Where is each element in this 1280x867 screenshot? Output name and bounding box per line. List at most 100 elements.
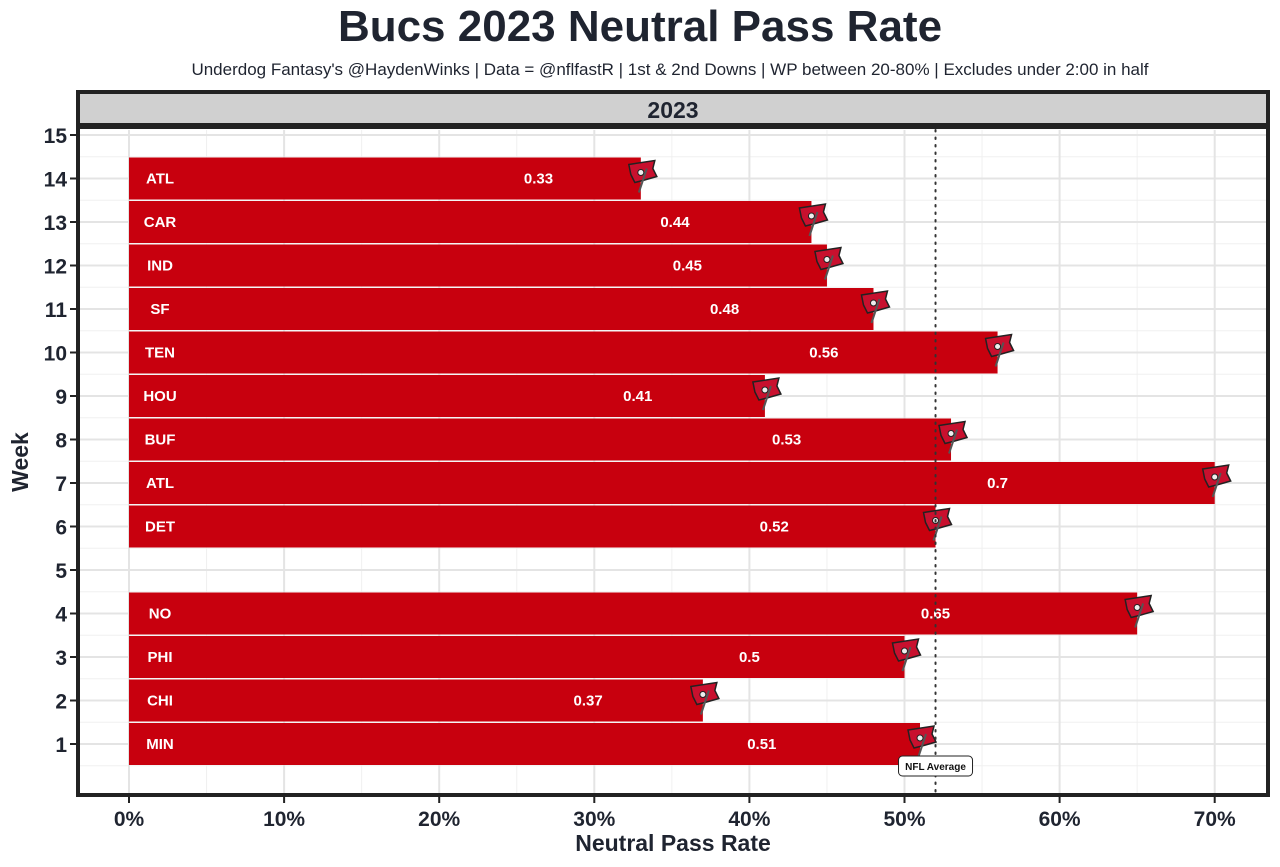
flag-skull <box>947 430 955 437</box>
bar-value-label: 0.7 <box>987 475 1008 492</box>
bar <box>129 679 703 722</box>
buccaneers-flag-icon <box>627 159 658 193</box>
y-tick-label: 4 <box>55 604 67 627</box>
bar-value-label: 0.37 <box>573 693 602 710</box>
y-tick-label: 1 <box>55 734 67 757</box>
flag-pole <box>637 168 648 193</box>
flag-pole <box>1211 472 1222 498</box>
flag-skull <box>761 386 769 394</box>
y-tick-label: 12 <box>44 256 67 279</box>
bar-value-label: 0.44 <box>660 214 690 231</box>
bar <box>129 244 827 287</box>
x-tick-label: 40% <box>728 808 770 831</box>
facet-strip <box>76 90 1270 127</box>
bar-team-label: CHI <box>147 693 173 710</box>
bar <box>129 723 921 765</box>
buccaneers-flag-icon <box>984 333 1015 367</box>
y-tick-label: 3 <box>55 647 67 670</box>
y-tick-label: 11 <box>45 299 68 322</box>
flag-pole <box>699 690 710 715</box>
flag-pole <box>761 385 772 411</box>
buccaneers-flag-icon <box>1124 594 1155 628</box>
buccaneers-flag-icon <box>1201 464 1232 498</box>
bar-team-label: SF <box>150 301 169 318</box>
flag-pole <box>901 646 912 672</box>
bar-team-label: ATL <box>146 475 174 492</box>
flag-pole <box>994 342 1005 367</box>
bar-team-label: CAR <box>144 214 177 231</box>
bar <box>129 157 641 200</box>
bar <box>129 592 1138 635</box>
x-tick-label: 20% <box>418 808 460 831</box>
chart-subtitle: Underdog Fantasy's @HaydenWinks | Data =… <box>191 60 1149 79</box>
flag-skull <box>916 734 924 742</box>
bar-value-label: 0.52 <box>760 519 789 536</box>
bar <box>129 375 765 417</box>
y-tick-label: 15 <box>44 125 68 148</box>
buccaneers-flag-icon <box>891 638 922 672</box>
flag-pole <box>808 211 819 237</box>
bar-team-label: IND <box>147 258 173 275</box>
buccaneers-flag-icon <box>814 246 845 280</box>
flag-skull <box>1133 604 1141 611</box>
bar-value-label: 0.51 <box>747 736 776 753</box>
bar-value-label: 0.5 <box>739 649 760 666</box>
bar <box>129 201 812 243</box>
x-tick-label: 10% <box>263 808 305 831</box>
bar-value-label: 0.33 <box>524 171 553 188</box>
flag-skull <box>1211 473 1219 481</box>
bar-value-label: 0.53 <box>772 432 801 449</box>
flag-pole <box>1134 603 1145 628</box>
x-tick-label: 30% <box>573 808 615 831</box>
buccaneers-flag-icon <box>798 203 829 237</box>
bar-team-label: MIN <box>146 736 174 753</box>
buccaneers-flag-icon <box>938 420 969 454</box>
bar-value-label: 0.56 <box>809 345 838 362</box>
bar-team-label: HOU <box>143 388 176 405</box>
bar <box>129 331 998 374</box>
buccaneers-flag-icon <box>752 377 782 411</box>
bar-value-label: 0.48 <box>710 301 739 318</box>
chart-title: Bucs 2023 Neutral Pass Rate <box>337 2 943 51</box>
panel-border <box>76 125 1270 797</box>
flag-skull <box>823 256 831 263</box>
buccaneers-flag-icon <box>907 725 938 759</box>
y-tick-label: 6 <box>55 517 67 540</box>
y-tick-label: 13 <box>44 212 67 235</box>
y-axis-label: Week <box>7 432 33 492</box>
bar <box>129 418 952 461</box>
y-tick-label: 7 <box>55 473 67 496</box>
bar-team-label: PHI <box>147 649 172 666</box>
y-tick-label: 9 <box>55 386 67 409</box>
bar-team-label: DET <box>145 519 175 536</box>
bar-team-label: BUF <box>145 432 176 449</box>
flag-pole <box>917 733 927 759</box>
buccaneers-flag-icon <box>689 681 720 715</box>
flag-pole <box>948 429 958 454</box>
buccaneers-flag-icon <box>922 507 953 541</box>
facet-label: 2023 <box>647 97 698 123</box>
bar-value-label: 0.45 <box>673 258 702 275</box>
bar <box>129 462 1215 504</box>
bar <box>129 636 905 678</box>
buccaneers-flag-icon <box>860 290 891 324</box>
y-tick-label: 14 <box>44 169 68 192</box>
flag-pole <box>824 255 834 280</box>
nfl-average-label-box <box>898 755 974 777</box>
y-tick-label: 2 <box>55 691 67 714</box>
bar-team-label: ATL <box>146 171 174 188</box>
flag-skull <box>869 299 877 307</box>
bar <box>129 505 936 548</box>
flag-skull <box>994 343 1002 350</box>
bar-value-label: 0.65 <box>921 606 950 623</box>
bar <box>129 288 874 330</box>
x-tick-label: 70% <box>1194 808 1236 831</box>
bar-team-label: NO <box>149 606 172 623</box>
y-tick-label: 5 <box>55 560 67 583</box>
nfl-average-label: NFL Average <box>905 762 966 773</box>
x-tick-label: 60% <box>1039 808 1081 831</box>
bar-team-label: TEN <box>145 345 175 362</box>
x-tick-label: 0% <box>114 808 145 831</box>
